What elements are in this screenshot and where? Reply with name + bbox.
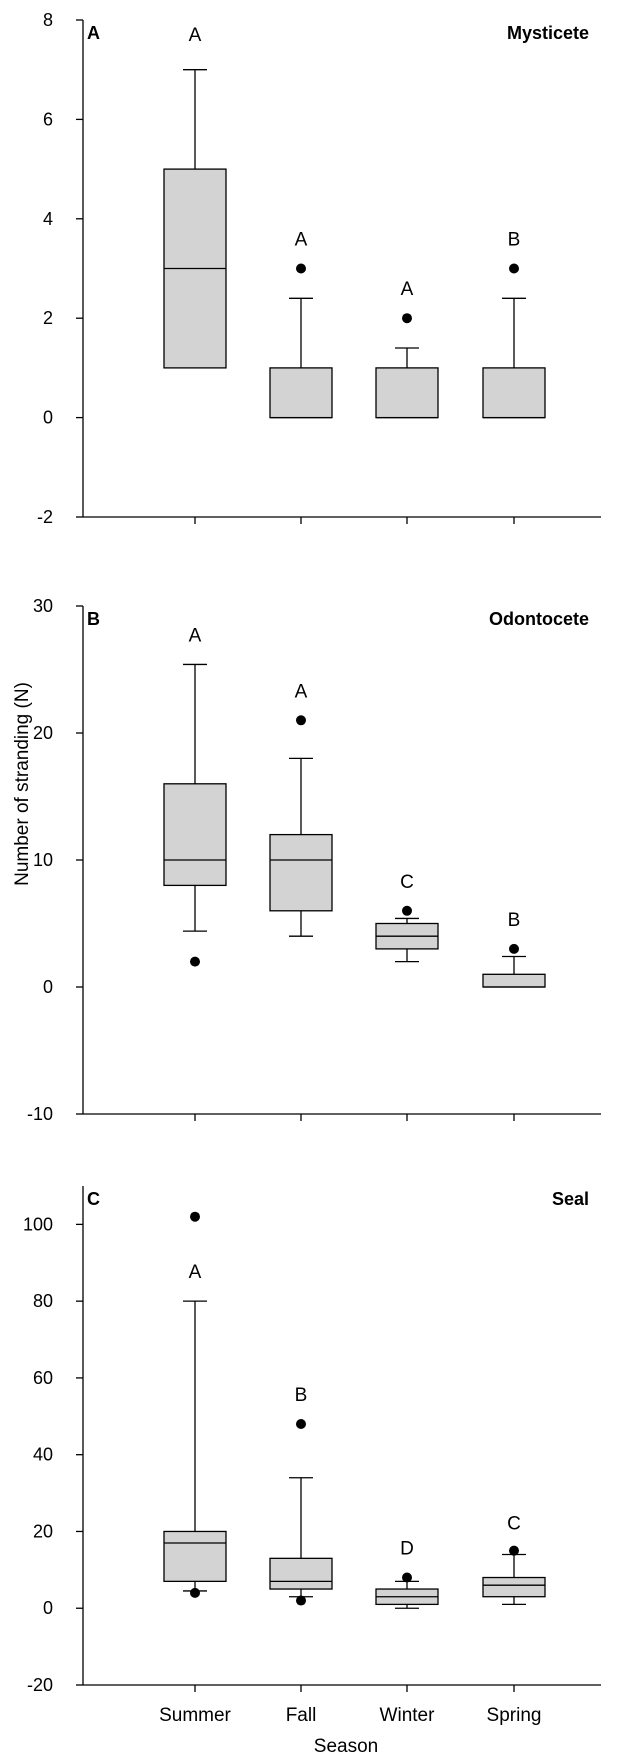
panel-c-y-tick-label: 80 (33, 1291, 53, 1311)
panel-b-y-tick-label: 30 (33, 596, 53, 616)
panel-c-fall-box (269, 1557, 333, 1590)
x-axis-title: Season (314, 1736, 378, 1757)
panel-c-summer-outlier (190, 1211, 200, 1222)
panel-c-fall-outlier (296, 1595, 306, 1606)
panel-a-fall-outlier (296, 263, 306, 274)
panel-c-y-tick-label: 100 (23, 1214, 53, 1234)
panel-c-y-tick-label: -20 (27, 1675, 53, 1695)
panel-a-y-tick-label: 2 (43, 308, 53, 328)
panel-c-y-tick-label: 20 (33, 1521, 53, 1541)
panel-a-y-tick-label: 8 (43, 10, 53, 30)
panel-a-winter-outlier (402, 313, 412, 324)
panel-b-fall-sig-letter: A (295, 681, 308, 702)
panel-c-winter-outlier (402, 1572, 412, 1583)
panel-c-fall-outlier (296, 1418, 306, 1429)
panel-c-summer-sig-letter: A (189, 1262, 202, 1283)
panel-a-title: Mysticete (507, 23, 589, 43)
x-category-label: Winter (380, 1705, 436, 1726)
panel-c-title: Seal (552, 1189, 589, 1209)
panel-c-spring-sig-letter: C (507, 1514, 521, 1535)
panel-c-winter-sig-letter: D (400, 1539, 414, 1560)
panel-a-y-tick-label: 0 (43, 408, 53, 428)
x-category-label: Spring (487, 1705, 542, 1726)
panel-b-title: Odontocete (489, 609, 589, 629)
panel-c-spring-outlier (509, 1545, 519, 1556)
panel-b-winter-sig-letter: C (400, 872, 414, 893)
panel-a-spring-box (482, 367, 546, 419)
panel-b-spring-outlier (509, 943, 519, 954)
panel-c-letter: C (87, 1189, 100, 1209)
panel-c-summer-outlier (190, 1587, 200, 1598)
panel-b-winter-outlier (402, 905, 412, 916)
panel-b-spring-sig-letter: B (508, 910, 521, 931)
panel-b-summer-box (163, 783, 227, 887)
panel-a-fall-box (269, 367, 333, 419)
panel-b-letter: B (87, 609, 100, 629)
panel-a-winter-box (375, 367, 439, 419)
panel-a-fall-sig-letter: A (295, 230, 308, 251)
panel-c-y-tick-label: 60 (33, 1368, 53, 1388)
panel-a-y-tick-label: 4 (43, 209, 53, 229)
panel-b-summer-outlier (190, 956, 200, 967)
x-category-label: Fall (286, 1705, 317, 1726)
panel-a-spring-outlier (509, 263, 519, 274)
y-axis-title: Number of stranding (N) (12, 682, 33, 886)
panel-c-spring-box (482, 1576, 546, 1598)
panel-c-y-tick-label: 0 (43, 1598, 53, 1618)
panel-a-y-tick-label: -2 (37, 507, 53, 527)
panel-a-letter: A (87, 23, 100, 43)
panel-b-fall-outlier (296, 715, 306, 726)
x-category-label: Summer (159, 1705, 231, 1726)
panel-b-summer-sig-letter: A (189, 625, 202, 646)
panel-a-spring-sig-letter: B (508, 230, 521, 251)
panel-a-summer-sig-letter: A (189, 25, 202, 46)
panel-a-y-tick-label: 6 (43, 109, 53, 129)
panel-c-y-tick-label: 40 (33, 1445, 53, 1465)
panel-a-winter-sig-letter: A (401, 279, 414, 300)
panel-b-y-tick-label: 0 (43, 977, 53, 997)
panel-b-spring-box (482, 973, 546, 988)
panel-b-fall-box (269, 833, 333, 912)
panel-b-y-tick-label: -10 (27, 1104, 53, 1124)
panel-c-fall-sig-letter: B (295, 1385, 308, 1406)
panel-c-summer-box (163, 1530, 227, 1583)
panel-b-y-tick-label: 20 (33, 723, 53, 743)
panel-b-y-tick-label: 10 (33, 850, 53, 870)
